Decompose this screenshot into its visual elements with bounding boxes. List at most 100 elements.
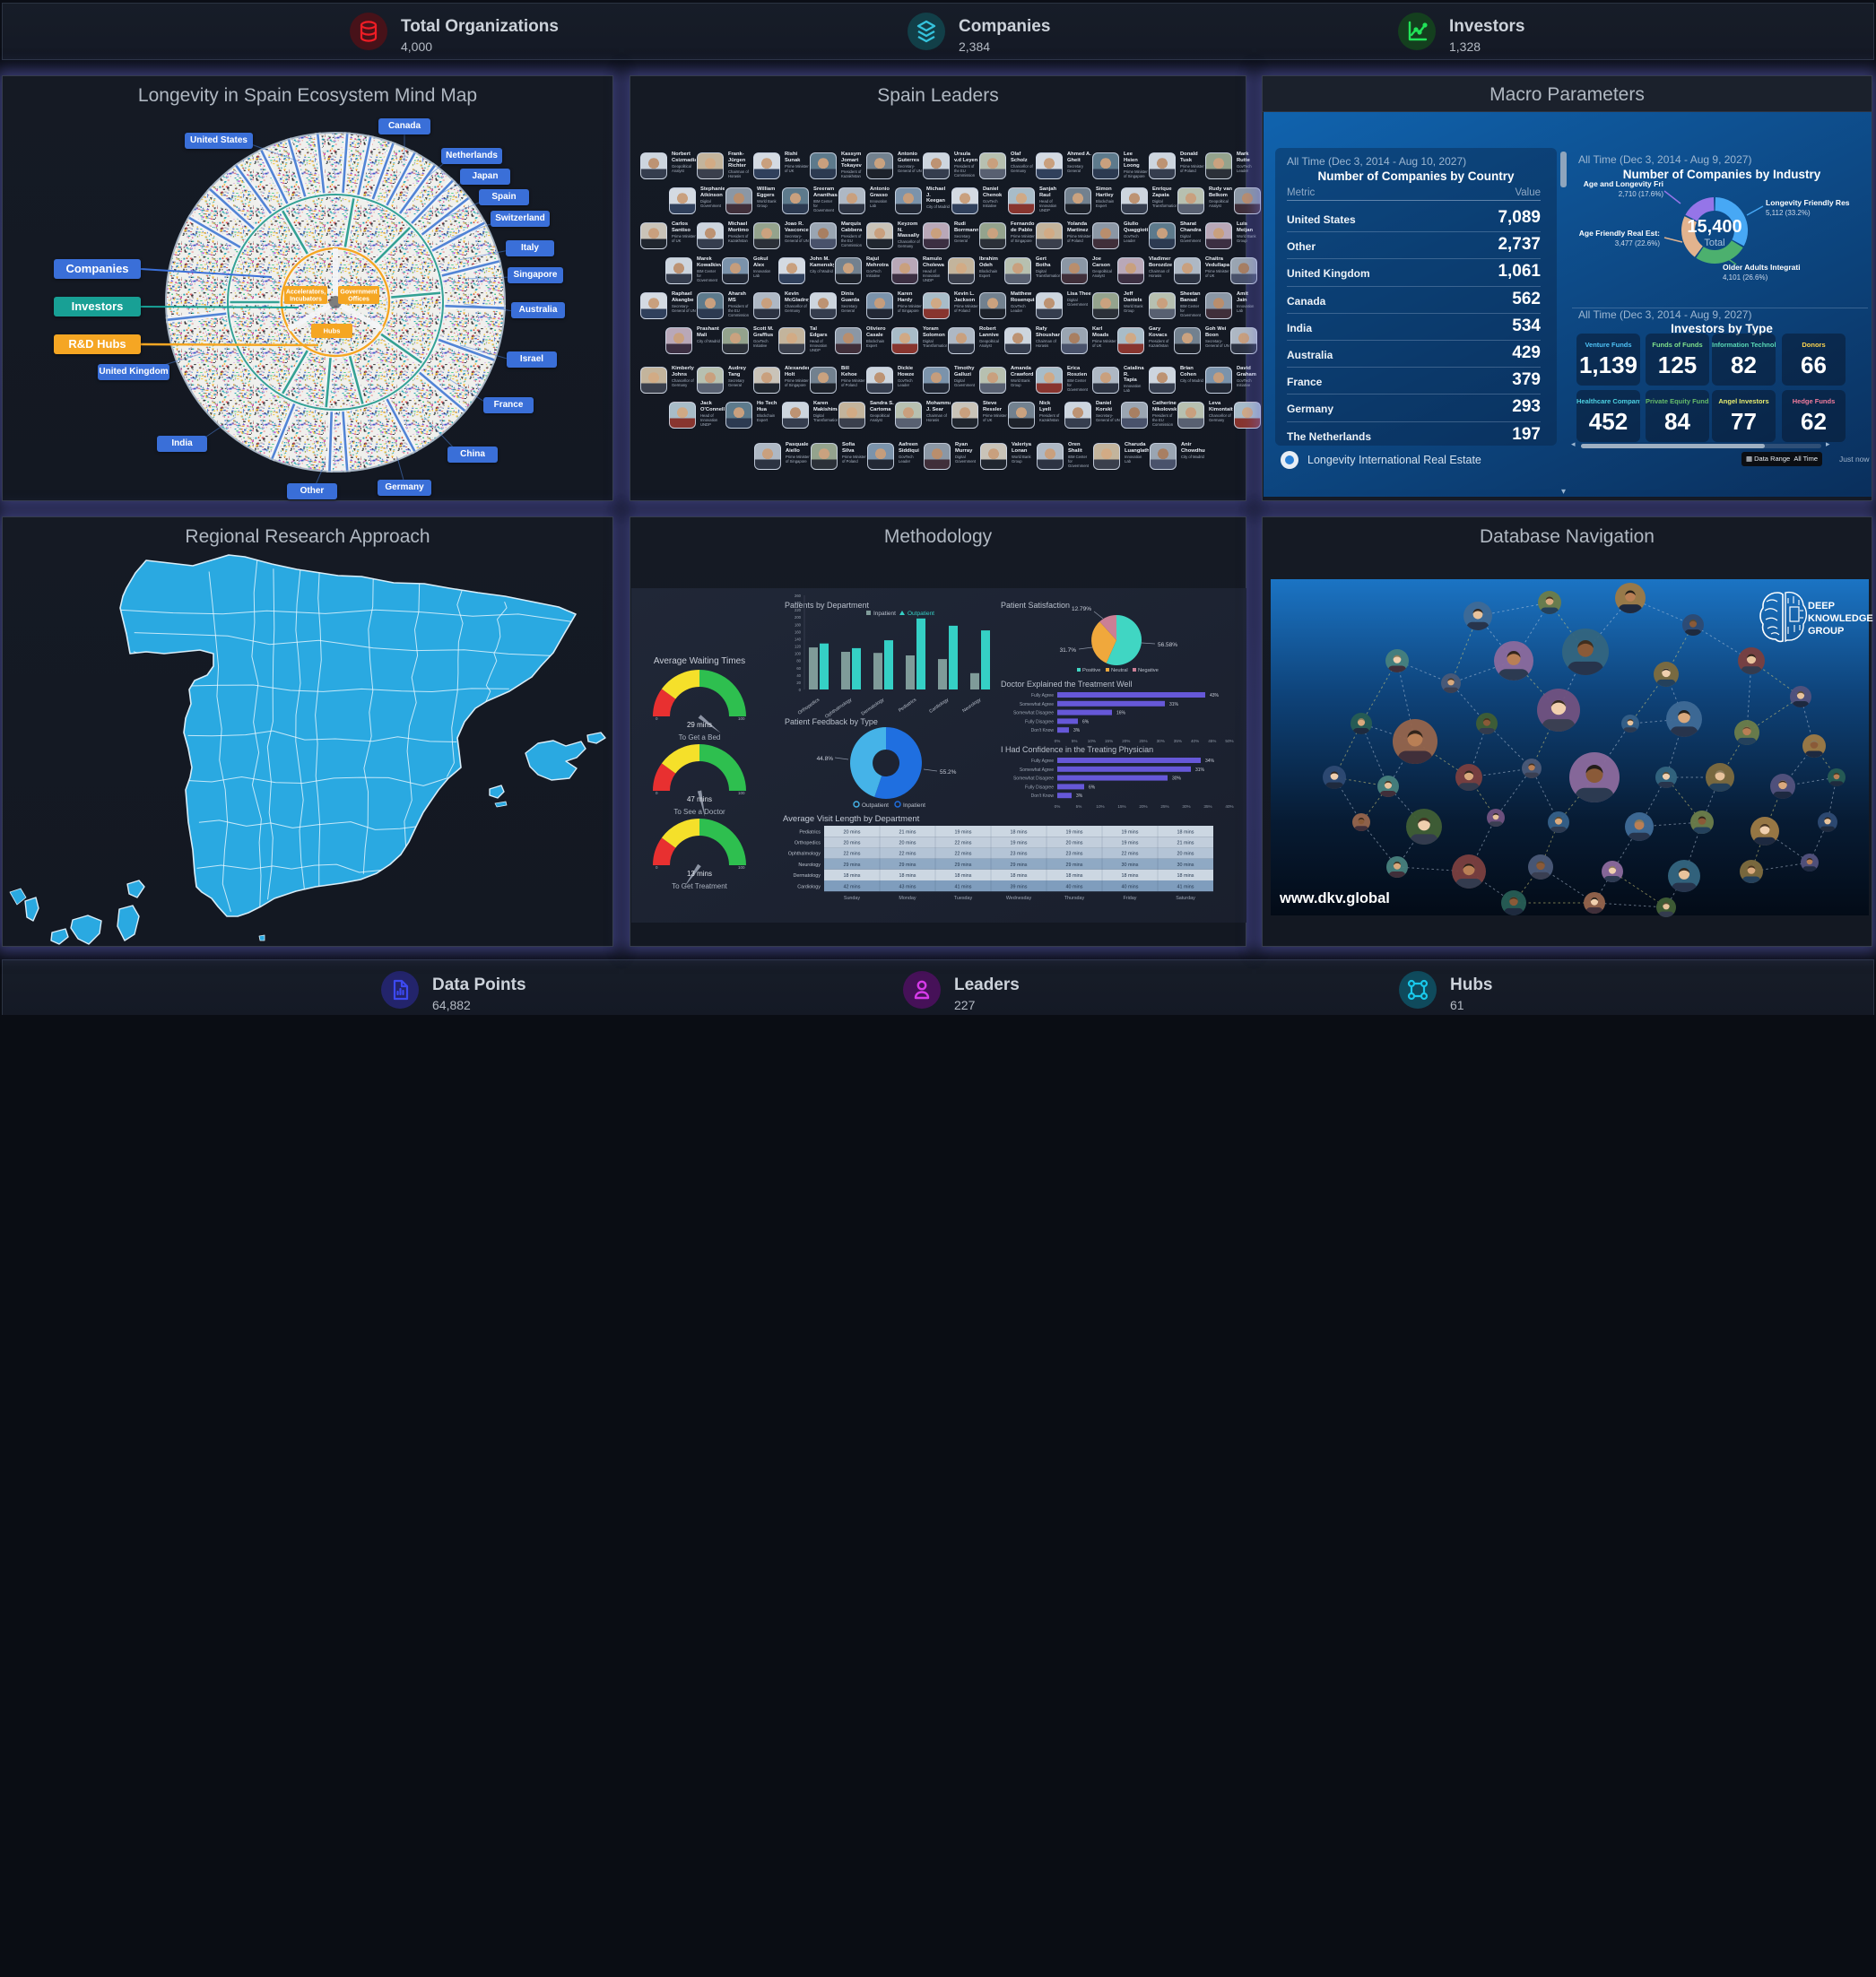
svg-text:Outpatient: Outpatient (862, 802, 889, 809)
svg-text:240: 240 (795, 601, 802, 605)
svg-text:40%: 40% (1191, 739, 1199, 743)
svg-text:22 mins: 22 mins (955, 841, 972, 846)
svg-text:10%: 10% (1096, 804, 1104, 809)
svg-text:Inpatient: Inpatient (903, 802, 925, 809)
svg-text:0%: 0% (1055, 804, 1061, 809)
svg-text:18 mins: 18 mins (1066, 873, 1083, 879)
svg-text:3%: 3% (1076, 793, 1083, 799)
svg-text:40%: 40% (1225, 804, 1233, 809)
svg-text:20%: 20% (1122, 739, 1130, 743)
svg-text:55.2%: 55.2% (940, 769, 957, 776)
svg-text:19 mins: 19 mins (1011, 841, 1028, 846)
svg-text:Saturday: Saturday (1176, 896, 1195, 901)
svg-text:5%: 5% (1076, 804, 1082, 809)
svg-text:50%: 50% (1225, 739, 1233, 743)
svg-text:40 mins: 40 mins (1122, 884, 1139, 889)
svg-text:220: 220 (795, 608, 802, 612)
svg-text:29 mins: 29 mins (899, 863, 916, 868)
svg-text:10%: 10% (1088, 739, 1096, 743)
svg-text:21 mins: 21 mins (1177, 841, 1194, 846)
svg-text:19 mins: 19 mins (1122, 841, 1139, 846)
svg-text:30%: 30% (1157, 739, 1165, 743)
svg-text:Thursday: Thursday (1064, 896, 1085, 901)
svg-text:Fully Disagree: Fully Disagree (1025, 719, 1054, 724)
svg-text:I Had Confidence in the Treati: I Had Confidence in the Treating Physici… (1001, 745, 1153, 754)
svg-text:Friday: Friday (1124, 896, 1137, 901)
svg-text:40 mins: 40 mins (1066, 884, 1083, 889)
svg-text:3%: 3% (1073, 728, 1081, 733)
svg-text:35%: 35% (1203, 804, 1212, 809)
svg-text:To Get a Bed: To Get a Bed (679, 733, 721, 741)
svg-text:100: 100 (738, 865, 745, 870)
svg-text:0%: 0% (1055, 739, 1061, 743)
svg-text:Patients by Department: Patients by Department (785, 601, 870, 610)
svg-text:Somewhat Disagree: Somewhat Disagree (1013, 711, 1054, 716)
svg-text:31.7%: 31.7% (1060, 647, 1077, 654)
svg-text:160: 160 (795, 629, 802, 634)
svg-text:18 mins: 18 mins (955, 873, 972, 879)
svg-text:41 mins: 41 mins (1177, 884, 1194, 889)
svg-text:29 mins: 29 mins (955, 863, 972, 868)
svg-text:Somewhat Agree: Somewhat Agree (1020, 702, 1054, 707)
svg-text:Tuesday: Tuesday (954, 896, 973, 901)
svg-text:31%: 31% (1169, 702, 1179, 707)
svg-text:34%: 34% (1205, 759, 1215, 764)
svg-text:29 mins: 29 mins (687, 721, 712, 729)
svg-text:40: 40 (796, 673, 801, 678)
svg-text:60: 60 (796, 666, 801, 671)
svg-text:20 mins: 20 mins (844, 829, 861, 835)
svg-text:21 mins: 21 mins (899, 829, 916, 835)
svg-text:Outpatient: Outpatient (908, 611, 934, 617)
svg-text:19 mins: 19 mins (1066, 829, 1083, 835)
svg-text:Average Waiting Times: Average Waiting Times (654, 656, 745, 666)
svg-text:6%: 6% (1082, 719, 1090, 724)
svg-text:15%: 15% (1105, 739, 1113, 743)
svg-text:Somewhat Agree: Somewhat Agree (1020, 767, 1054, 773)
svg-text:0: 0 (656, 791, 658, 795)
svg-text:56.58%: 56.58% (1158, 642, 1177, 648)
svg-text:23 mins: 23 mins (1066, 852, 1083, 857)
svg-text:Accelerators,: Accelerators, (286, 289, 326, 295)
svg-text:Don't Know: Don't Know (1031, 793, 1055, 799)
svg-text:22 mins: 22 mins (1122, 852, 1139, 857)
svg-text:Positive: Positive (1082, 668, 1100, 673)
svg-text:DEEP: DEEP (1808, 601, 1835, 611)
svg-text:To Get Treatment: To Get Treatment (672, 882, 728, 890)
svg-text:Patient Feedback by Type: Patient Feedback by Type (785, 717, 878, 726)
svg-text:Neutral: Neutral (1111, 668, 1128, 673)
svg-text:30 mins: 30 mins (1122, 863, 1139, 868)
svg-text:Don't Know: Don't Know (1031, 728, 1055, 733)
svg-text:47 mins: 47 mins (687, 795, 712, 803)
svg-text:31%: 31% (1195, 767, 1205, 773)
svg-text:GROUP: GROUP (1808, 626, 1844, 637)
svg-text:100: 100 (738, 791, 745, 795)
svg-text:22 mins: 22 mins (844, 852, 861, 857)
svg-text:41 mins: 41 mins (955, 884, 972, 889)
svg-text:Dermatology: Dermatology (793, 873, 821, 879)
svg-text:18 mins: 18 mins (1011, 873, 1028, 879)
svg-text:18 mins: 18 mins (1011, 829, 1028, 835)
svg-text:Inpatient: Inpatient (873, 611, 896, 617)
svg-text:Sunday: Sunday (844, 896, 861, 901)
svg-text:20: 20 (796, 681, 801, 685)
svg-text:Average Visit Length by Depart: Average Visit Length by Department (783, 814, 920, 824)
svg-text:13 mins: 13 mins (687, 870, 712, 878)
svg-text:30 mins: 30 mins (1177, 863, 1194, 868)
svg-text:Hubs: Hubs (324, 327, 341, 335)
svg-text:0: 0 (799, 688, 802, 692)
svg-text:100: 100 (738, 716, 745, 721)
svg-text:29 mins: 29 mins (1066, 863, 1083, 868)
svg-text:20 mins: 20 mins (1066, 841, 1083, 846)
svg-text:43 mins: 43 mins (899, 884, 916, 889)
svg-text:5%: 5% (1072, 739, 1078, 743)
svg-text:20 mins: 20 mins (844, 841, 861, 846)
svg-text:18 mins: 18 mins (1122, 873, 1139, 879)
svg-text:35%: 35% (1174, 739, 1182, 743)
svg-text:Negative: Negative (1138, 668, 1159, 673)
svg-text:Government: Government (340, 289, 378, 295)
svg-text:45%: 45% (1208, 739, 1216, 743)
svg-text:120: 120 (795, 645, 802, 649)
svg-text:20%: 20% (1139, 804, 1147, 809)
svg-text:100: 100 (795, 652, 802, 656)
svg-text:Wednesday: Wednesday (1006, 896, 1032, 901)
